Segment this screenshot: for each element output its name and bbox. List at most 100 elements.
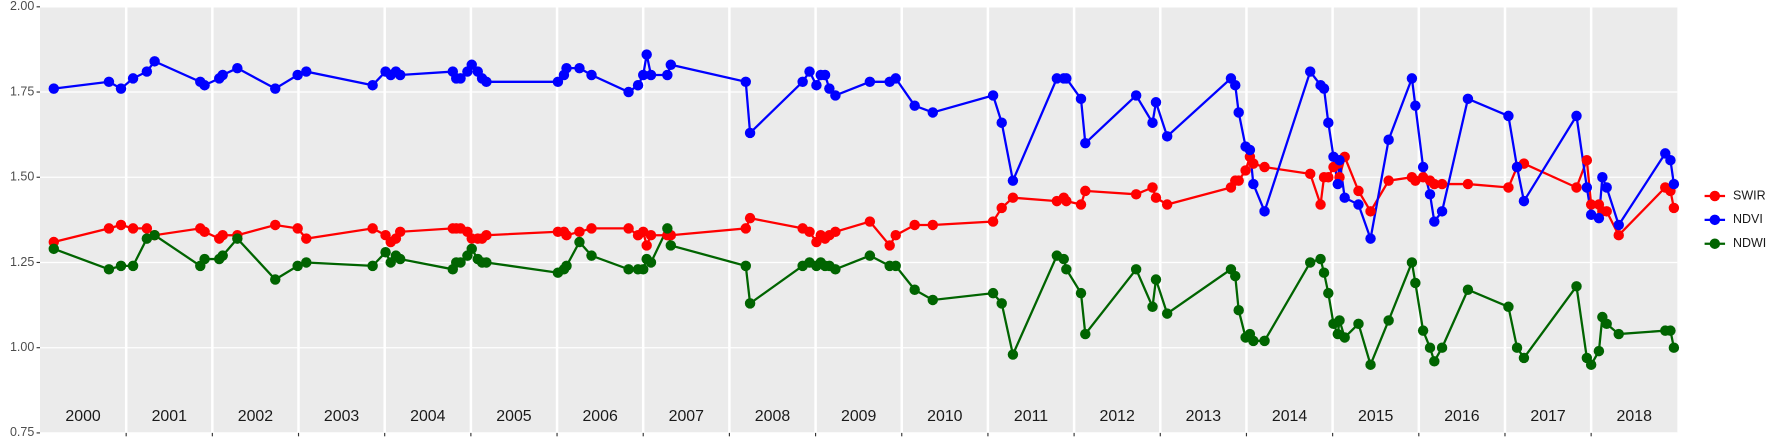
data-point xyxy=(115,83,127,94)
data-point xyxy=(1248,335,1259,347)
data-point xyxy=(637,69,649,81)
data-point xyxy=(292,223,303,234)
data-point xyxy=(1571,182,1582,193)
data-point xyxy=(561,229,572,241)
data-point xyxy=(115,219,127,231)
data-point xyxy=(1248,178,1259,190)
data-point xyxy=(574,62,585,74)
data-point xyxy=(1259,335,1270,347)
data-point xyxy=(1383,175,1394,186)
data-point xyxy=(1007,175,1019,186)
data-point xyxy=(1365,206,1376,217)
y-tick-label: 0.75 xyxy=(10,425,34,439)
data-point xyxy=(1429,178,1440,190)
data-point xyxy=(115,260,127,272)
legend-marker xyxy=(1709,190,1721,202)
year-label: 2000 xyxy=(65,408,101,425)
data-point xyxy=(996,202,1007,214)
data-point xyxy=(665,59,677,70)
data-point xyxy=(466,59,477,70)
data-point xyxy=(1511,342,1523,353)
data-point xyxy=(103,223,115,234)
data-point xyxy=(1613,219,1624,231)
data-point xyxy=(481,257,492,268)
data-point xyxy=(1007,349,1019,360)
data-point xyxy=(1581,154,1593,166)
data-point xyxy=(830,90,841,101)
data-point xyxy=(301,66,312,77)
data-point xyxy=(127,223,139,234)
data-point xyxy=(586,223,597,234)
data-point xyxy=(1304,257,1316,268)
year-label: 2008 xyxy=(755,408,791,425)
data-point xyxy=(1161,308,1173,319)
data-point xyxy=(1417,161,1429,173)
year-label: 2014 xyxy=(1272,408,1308,425)
year-label: 2015 xyxy=(1358,408,1394,425)
data-point xyxy=(1665,154,1676,166)
data-point xyxy=(1150,192,1162,203)
data-point xyxy=(367,260,378,272)
data-point xyxy=(1304,168,1316,180)
data-point xyxy=(1585,199,1597,210)
data-point xyxy=(1503,182,1514,193)
data-point xyxy=(217,69,228,81)
data-point xyxy=(1323,172,1334,183)
data-point xyxy=(1665,325,1676,336)
data-point xyxy=(552,76,564,88)
data-point xyxy=(1259,206,1270,217)
data-point xyxy=(103,264,115,275)
data-point xyxy=(864,76,876,88)
data-point xyxy=(632,79,644,91)
data-point xyxy=(1248,158,1259,169)
data-point xyxy=(1339,332,1350,343)
data-point xyxy=(199,79,210,91)
data-point xyxy=(1581,182,1593,193)
data-point xyxy=(1075,199,1087,210)
data-point xyxy=(1233,175,1244,186)
data-point xyxy=(1511,161,1523,173)
data-point xyxy=(1080,328,1091,340)
data-point xyxy=(141,223,153,234)
data-point xyxy=(1315,253,1326,265)
data-point xyxy=(1462,93,1474,105)
data-point xyxy=(909,219,920,231)
data-point xyxy=(740,76,751,88)
year-label: 2018 xyxy=(1617,408,1653,425)
data-point xyxy=(1230,79,1241,91)
data-point xyxy=(927,107,938,118)
data-point xyxy=(1315,199,1326,210)
data-point xyxy=(1571,110,1582,122)
data-point xyxy=(1597,172,1608,183)
data-point xyxy=(1259,161,1270,173)
data-point xyxy=(1410,277,1421,289)
legend-label: NDVI xyxy=(1733,212,1763,226)
data-point xyxy=(909,100,920,111)
data-point xyxy=(301,257,312,268)
year-label: 2017 xyxy=(1530,408,1566,425)
data-point xyxy=(1130,90,1142,101)
data-point xyxy=(127,260,139,272)
data-point xyxy=(927,294,938,306)
data-point xyxy=(292,69,303,81)
y-tick-label: 1.25 xyxy=(10,255,34,269)
plot-panel xyxy=(39,6,1678,433)
data-point xyxy=(1571,281,1582,292)
data-point xyxy=(1601,206,1612,217)
data-point xyxy=(1503,301,1514,313)
data-point xyxy=(1424,342,1436,353)
data-point xyxy=(1318,267,1330,278)
data-point xyxy=(645,229,657,241)
data-point xyxy=(394,253,406,265)
data-point xyxy=(1585,359,1597,370)
data-point xyxy=(394,69,406,81)
data-point xyxy=(127,73,139,84)
year-label: 2010 xyxy=(927,408,963,425)
data-point xyxy=(1593,345,1605,357)
data-point xyxy=(641,240,652,251)
data-point xyxy=(1240,165,1251,176)
data-point xyxy=(1462,284,1474,295)
data-point xyxy=(574,226,585,238)
data-point xyxy=(1323,117,1334,128)
data-point xyxy=(1334,315,1345,326)
